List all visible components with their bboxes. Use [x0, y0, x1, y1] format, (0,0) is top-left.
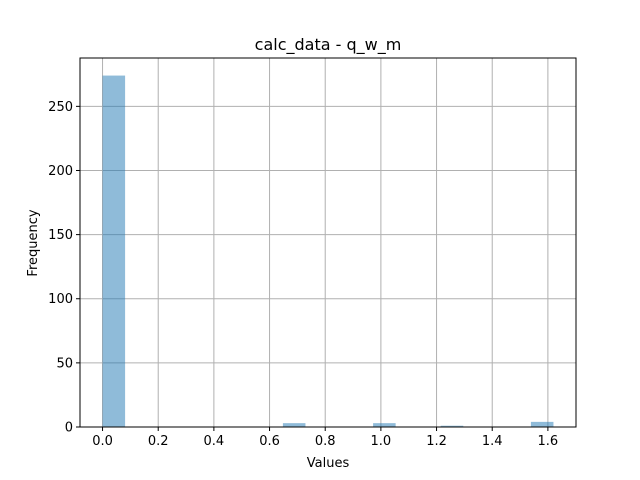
x-tick-label: 0.0	[92, 434, 113, 449]
histogram-bar	[530, 421, 554, 427]
histogram-bar	[282, 423, 306, 427]
y-tick-label: 100	[48, 292, 73, 307]
grid-lines	[80, 58, 576, 428]
x-tick-label: 0.2	[148, 434, 169, 449]
histogram-bars	[102, 75, 554, 428]
x-axis-label: Values	[307, 456, 350, 471]
histogram-bar	[440, 425, 464, 427]
y-tick-label: 150	[48, 228, 73, 243]
histogram-bar	[102, 75, 126, 428]
x-axis-ticks: 0.0 0.2 0.4 0.6 0.8 1.0 1.2 1.4 1.6	[92, 427, 558, 449]
chart-title: calc_data - q_w_m	[255, 35, 402, 55]
x-tick-label: 1.0	[371, 434, 392, 449]
x-tick-label: 0.6	[259, 434, 280, 449]
plot-frame	[79, 57, 577, 428]
x-tick-label: 1.2	[426, 434, 447, 449]
x-tick-label: 1.4	[482, 434, 503, 449]
y-tick-label: 200	[48, 164, 73, 179]
x-tick-label: 0.8	[315, 434, 336, 449]
y-tick-label: 250	[48, 100, 73, 115]
y-tick-label: 0	[65, 421, 73, 436]
y-axis-label: Frequency	[26, 209, 41, 276]
x-tick-label: 1.6	[538, 434, 559, 449]
histogram-bar	[373, 423, 396, 427]
y-axis-ticks: 0 50 100 150 200 250	[48, 100, 80, 436]
x-tick-label: 0.4	[204, 434, 225, 449]
y-tick-label: 50	[56, 356, 73, 371]
